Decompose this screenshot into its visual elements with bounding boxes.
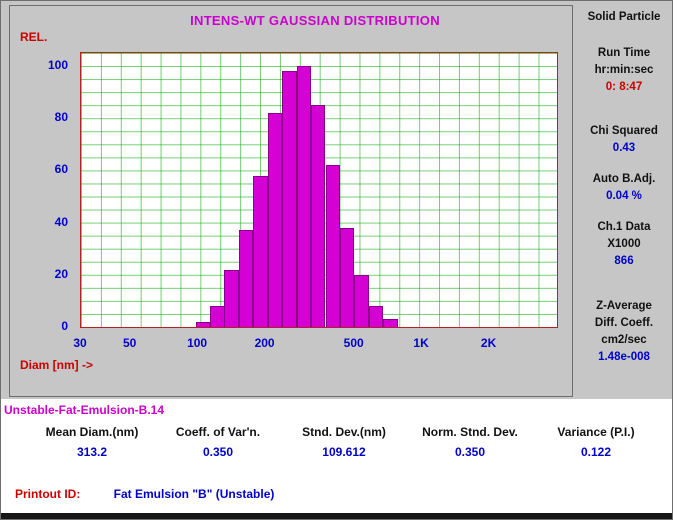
sidebar-line: 0.43 bbox=[612, 142, 636, 154]
printout-row: Printout ID: Fat Emulsion "B" (Unstable) bbox=[15, 487, 274, 501]
sidebar-line: 0.04 % bbox=[606, 190, 642, 202]
stat-label: Coeff. of Var'n. bbox=[175, 425, 261, 439]
histogram-bar bbox=[325, 165, 340, 327]
y-axis-labels: 0 20 40 60 80 100 bbox=[10, 52, 72, 333]
sidebar-line: 0: 8:47 bbox=[605, 81, 643, 93]
histogram-bar bbox=[224, 269, 239, 327]
sidebar-line: X1000 bbox=[607, 238, 641, 250]
histogram-bar bbox=[340, 227, 355, 327]
histogram-bar bbox=[239, 230, 254, 327]
printout-id-label: Printout ID: bbox=[15, 487, 81, 501]
stat-value: 0.122 bbox=[580, 445, 612, 459]
stat-column: Mean Diam.(nm) 313.2 bbox=[29, 425, 155, 459]
stat-label: Norm. Stnd. Dev. bbox=[422, 425, 518, 439]
x-tick-label: 100 bbox=[187, 336, 208, 350]
sidebar-group: Ch.1 Data X1000 866 bbox=[576, 219, 672, 270]
printout-id-value: Fat Emulsion "B" (Unstable) bbox=[113, 487, 275, 501]
stat-label: Variance (P.I.) bbox=[557, 425, 635, 439]
y-tick-label: 100 bbox=[47, 58, 68, 72]
histogram-bar bbox=[282, 71, 297, 327]
stat-column: Stnd. Dev.(nm) 109.612 bbox=[281, 425, 407, 459]
histogram-bar bbox=[253, 175, 268, 327]
sample-file-label: Unstable-Fat-Emulsion-B.14 bbox=[4, 403, 165, 417]
y-tick-label: 20 bbox=[54, 266, 68, 281]
stat-column: Variance (P.I.) 0.122 bbox=[533, 425, 659, 459]
sidebar-line: 866 bbox=[614, 255, 634, 267]
histogram-bar bbox=[210, 306, 225, 327]
sidebar-line: hr:min:sec bbox=[594, 64, 654, 76]
histogram-bar bbox=[368, 306, 384, 327]
stat-column: Norm. Stnd. Dev. 0.350 bbox=[407, 425, 533, 459]
sidebar-line: Run Time bbox=[597, 47, 651, 59]
x-tick-label: 500 bbox=[343, 336, 364, 350]
stat-label: Stnd. Dev.(nm) bbox=[302, 425, 386, 439]
y-tick-label: 80 bbox=[54, 110, 68, 125]
stat-value: 0.350 bbox=[454, 445, 486, 459]
sidebar-line: Diff. Coeff. bbox=[594, 317, 654, 329]
sidebar-line: Chi Squared bbox=[590, 125, 658, 137]
stat-value: 0.350 bbox=[202, 445, 234, 459]
stat-value: 313.2 bbox=[76, 445, 108, 459]
y-tick-label: 0 bbox=[61, 319, 68, 333]
plot-area bbox=[80, 52, 558, 328]
x-tick-label: 50 bbox=[123, 336, 137, 350]
histogram-bar bbox=[268, 113, 283, 327]
sidebar-group: Auto B.Adj. 0.04 % bbox=[576, 171, 672, 205]
histogram-bar bbox=[195, 321, 211, 327]
x-tick-label: 2K bbox=[480, 336, 497, 350]
y-tick-label: 60 bbox=[54, 162, 68, 177]
stat-column: Coeff. of Var'n. 0.350 bbox=[155, 425, 281, 459]
chart-title: INTENS-WT GAUSSIAN DISTRIBUTION bbox=[190, 13, 440, 28]
sidebar-line: Z-Average bbox=[596, 300, 652, 312]
stat-value: 109.612 bbox=[322, 445, 366, 459]
sidebar-group: Run Time hr:min:sec 0: 8:47 bbox=[576, 45, 672, 96]
x-tick-label: 1K bbox=[413, 336, 429, 350]
sidebar-line: Ch.1 Data bbox=[597, 221, 651, 233]
sidebar-group: Chi Squared 0.43 bbox=[576, 123, 672, 157]
histogram-bar bbox=[311, 105, 326, 327]
stat-label: Mean Diam.(nm) bbox=[45, 425, 139, 439]
results-sidebar: Solid Particle Run Time hr:min:sec 0: 8:47… bbox=[576, 5, 672, 397]
sidebar-line: Auto B.Adj. bbox=[592, 173, 656, 185]
sidebar-line: cm2/sec bbox=[601, 334, 647, 346]
summary-section: Unstable-Fat-Emulsion-B.14 Mean Diam.(nm… bbox=[1, 399, 672, 515]
sample-type-label: Solid Particle bbox=[587, 11, 661, 23]
x-tick-label: 200 bbox=[254, 336, 275, 350]
x-tick-label: 30 bbox=[73, 336, 87, 350]
histogram-bar bbox=[354, 274, 369, 327]
y-axis-title: REL. bbox=[20, 30, 48, 44]
x-axis-title: Diam [nm] -> bbox=[20, 358, 94, 372]
x-axis-labels: 30 50 100 200 500 1K 2K bbox=[73, 336, 558, 352]
histogram-bar bbox=[296, 66, 312, 327]
bottom-edge-strip bbox=[1, 513, 672, 519]
sidebar-group: Z-Average Diff. Coeff. cm2/sec 1.48e-008 bbox=[576, 298, 672, 366]
histogram-bar bbox=[383, 319, 398, 327]
sidebar-line: 1.48e-008 bbox=[598, 351, 650, 363]
distribution-chart-panel: INTENS-WT GAUSSIAN DISTRIBUTION REL. 0 20… bbox=[9, 5, 573, 397]
y-tick-label: 40 bbox=[54, 214, 68, 229]
stats-row: Mean Diam.(nm) 313.2 Coeff. of Var'n. 0.350… bbox=[29, 425, 659, 459]
